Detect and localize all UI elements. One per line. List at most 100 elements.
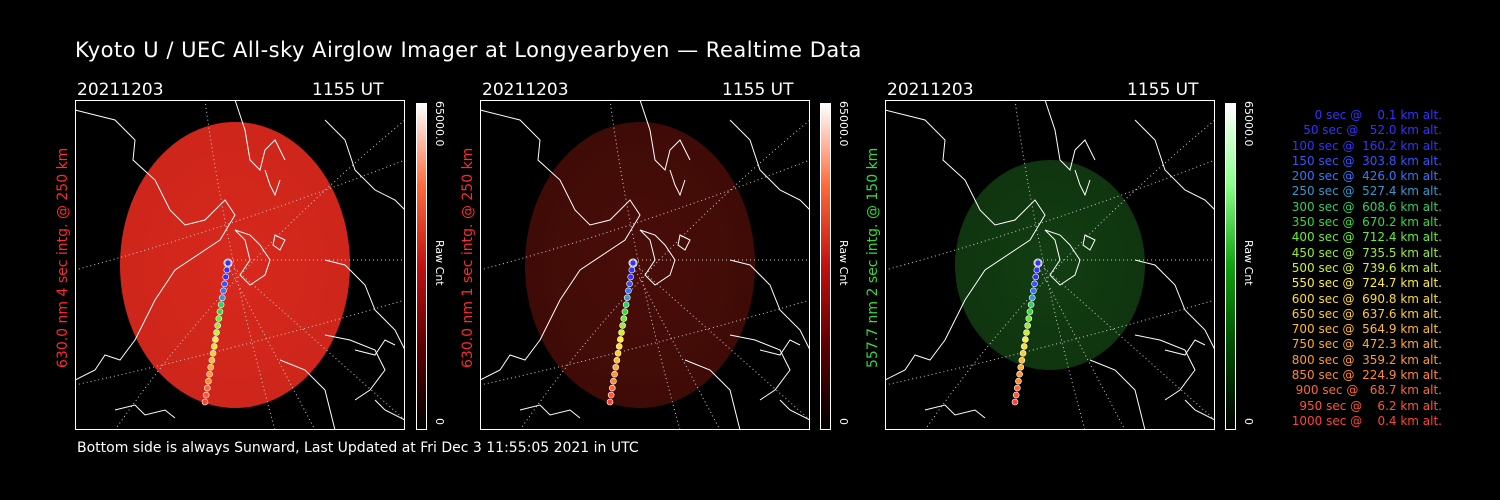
trajectory-point [625,287,632,295]
trajectory-point [1028,294,1036,302]
panel-2-wavelength-label: 630.0 nm 1 sec intg. @ 250 km [460,147,476,368]
trajectory-point [623,294,631,302]
coastline [729,334,791,401]
trajectory-point [1025,315,1033,322]
trajectory-point [1034,259,1042,267]
trajectory-point [1024,322,1031,329]
coastline [669,169,686,197]
legend-row: 0 sec @ 0.1 km alt. [1303,108,1442,122]
panel-1-time: 1155 UT [312,80,384,100]
legend-row: 700 sec @ 564.9 km alt. [1287,322,1442,337]
legend-row: 600 sec @ 690.8 km alt. [1287,291,1442,306]
airglow-disk [525,122,755,408]
trajectory-point [215,315,223,322]
legend-row: 400 sec @ 712.4 km alt. [1287,230,1442,245]
coastline [1089,359,1146,430]
coastline [114,404,176,419]
trajectory-point [615,343,623,350]
trajectory-point [1017,363,1025,371]
panel-border [480,100,810,430]
coastline [324,334,386,401]
coastline [729,259,810,351]
grid-line [629,259,721,430]
legend-row: 800 sec @ 359.2 km alt. [1287,352,1442,367]
grid-line [885,159,1215,271]
trajectory-point [629,259,637,267]
airglow-disk [955,160,1145,370]
trajectory-legend: 0 sec @ 0.1 km alt. 50 sec @ 52.0 km alt… [1262,108,1442,429]
grid-line [1034,259,1215,421]
panel-2-colorbar-min: 0 [837,418,850,425]
trajectory-point [626,280,633,288]
legend-row: 200 sec @ 426.0 km alt. [1287,169,1442,184]
trajectory-point [1031,280,1038,288]
coastline [639,100,691,171]
trajectory-point [204,384,211,392]
page-title: Kyoto U / UEC All-sky Airglow Imager at … [75,38,862,62]
coastline [324,119,405,211]
grid-line [75,159,405,271]
coastline [519,404,581,419]
trajectory-point [614,350,622,357]
panel-1-allsky-image [75,100,405,430]
panel-border [75,100,405,430]
trajectory-point [610,377,617,385]
coastline [272,234,286,251]
trajectory-point [1026,308,1034,315]
trajectory-point [1018,356,1026,364]
airglow-disk [120,122,350,408]
trajectory-point [620,315,628,322]
trajectory-point [627,273,634,281]
trajectory-point [202,391,210,399]
grid-line [609,100,681,430]
trajectory-point [613,356,621,364]
trajectory-point [1027,301,1035,308]
footer-status: Bottom side is always Sunward, Last Upda… [77,440,639,456]
legend-row: 500 sec @ 739.6 km alt. [1287,260,1442,275]
trajectory-point [221,280,228,288]
panel-2-time: 1155 UT [722,80,794,100]
trajectory-point [217,301,225,308]
trajectory-point [210,343,218,350]
grid-line [224,259,316,430]
trajectory-point [216,308,224,315]
legend-row: 150 sec @ 303.8 km alt. [1287,153,1442,168]
legend-row: 450 sec @ 735.5 km alt. [1287,245,1442,260]
trajectory-point [1023,329,1030,336]
trajectory-point [209,350,217,357]
trajectory-point [220,287,227,295]
panel-3-map [885,100,1215,430]
legend-row: 50 sec @ 52.0 km alt. [1295,123,1442,138]
trajectory-point [1016,370,1023,378]
legend-row: 350 sec @ 670.2 km alt. [1287,215,1442,230]
panel-3-wavelength-label: 557.7 nm 2 sec intg. @ 150 km [865,147,881,368]
coastline [639,229,676,286]
panel-1-date: 20211203 [77,80,164,100]
coastline [1082,234,1096,251]
trajectory-point [1019,350,1027,357]
coastline [677,234,691,251]
panel-3-colorbar-max: 65000.0 [1242,101,1255,147]
trajectory-point [222,273,229,281]
trajectory-point [611,370,618,378]
trajectory-point [1033,266,1041,274]
trajectory-point [1032,273,1039,281]
panel-1-colorbar [416,103,427,430]
trajectory-point [218,294,226,302]
trajectory-point [205,377,212,385]
legend-row: 100 sec @ 160.2 km alt. [1287,138,1442,153]
coastline [779,399,810,421]
coastline [354,339,396,356]
coastline [684,359,741,430]
coastline [1134,119,1215,211]
legend-row: 250 sec @ 527.4 km alt. [1287,184,1442,199]
panel-3-colorbar-min: 0 [1242,418,1255,425]
panel-3-allsky-image [885,100,1215,430]
panel-1-map [75,100,405,430]
legend-row: 1000 sec @ 0.4 km alt. [1291,413,1442,428]
trajectory-point [201,398,209,406]
panel-2-date: 20211203 [482,80,569,100]
panel-1-wavelength-label: 630.0 nm 4 sec intg. @ 250 km [55,147,71,368]
legend-row: 900 sec @ 68.7 km alt. [1291,383,1442,398]
coastline [75,109,236,381]
